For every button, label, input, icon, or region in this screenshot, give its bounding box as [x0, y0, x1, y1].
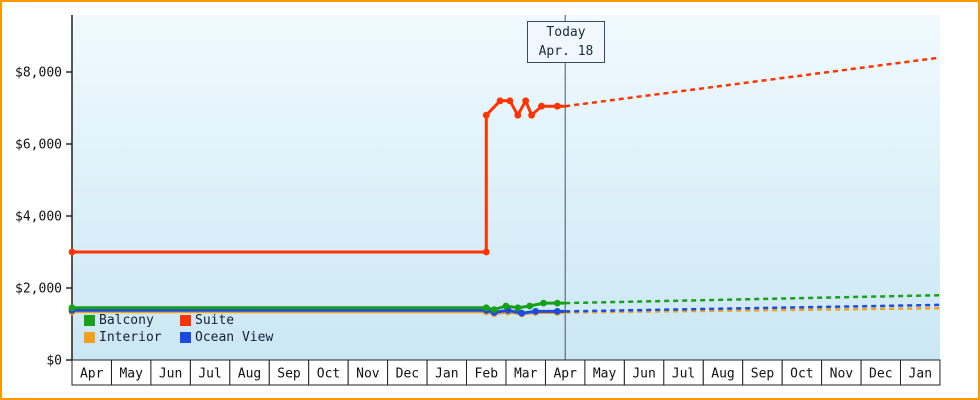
- balcony-swatch-icon: [84, 315, 95, 326]
- x-axis-month-label: Dec: [869, 367, 892, 382]
- x-axis-month-label: Apr: [553, 367, 577, 382]
- x-axis-month-label: Apr: [80, 367, 104, 382]
- x-axis-month-cell: [900, 359, 941, 386]
- x-axis-month-label: Mar: [514, 367, 538, 382]
- suite-data-point: [553, 102, 561, 110]
- interior-swatch-icon: [84, 332, 95, 343]
- legend-label-suite: Suite: [195, 313, 235, 328]
- legend-label-ocean-view: Ocean View: [195, 330, 274, 345]
- x-axis-month-cell: [268, 359, 310, 386]
- balcony-data-point: [490, 306, 498, 313]
- balcony-data-point: [526, 302, 534, 310]
- x-axis-month-label: Sep: [277, 367, 301, 382]
- x-axis-month-cell: [623, 359, 665, 386]
- y-axis-tick-label: $2,000: [15, 282, 62, 297]
- legend-row-1: Balcony Suite: [84, 312, 276, 329]
- suite-data-point: [538, 102, 545, 110]
- x-axis-month-label: Jun: [632, 367, 655, 382]
- x-axis-month-cell: [71, 359, 112, 386]
- legend-item-interior: Interior: [84, 330, 180, 345]
- x-axis-month-cell: [742, 359, 783, 386]
- balcony-data-point: [482, 304, 490, 312]
- x-axis-month-label: Jul: [672, 367, 695, 382]
- x-axis-month-cell: [584, 359, 625, 386]
- legend-item-ocean-view: Ocean View: [180, 330, 276, 345]
- x-axis-month-label: May: [119, 367, 143, 382]
- suite-data-point: [522, 97, 530, 105]
- today-label-line2: Apr. 18: [538, 44, 594, 59]
- x-axis-month-label: Oct: [317, 367, 340, 382]
- legend-item-balcony: Balcony: [84, 313, 180, 328]
- suite-data-point: [482, 111, 490, 119]
- chart-legend: Balcony Suite Interior Ocean View: [84, 312, 276, 346]
- x-axis-month-cell: [150, 359, 191, 386]
- suite-data-point: [68, 248, 76, 256]
- ocean-view-data-point: [532, 308, 539, 315]
- legend-label-balcony: Balcony: [99, 313, 154, 328]
- x-axis-month-label: Nov: [830, 367, 854, 382]
- suite-history-line: [72, 99, 566, 254]
- today-label-line1: Today: [546, 25, 586, 40]
- x-axis-month-label: Jun: [159, 367, 182, 382]
- legend-label-interior: Interior: [99, 330, 162, 345]
- x-axis-month-cell: [821, 359, 862, 386]
- suite-data-point: [528, 111, 535, 119]
- x-axis-month-cell: [347, 359, 389, 386]
- x-axis-month-cell: [545, 359, 586, 386]
- y-axis-tick-label: $0: [46, 354, 62, 369]
- ocean-view-data-point: [553, 308, 561, 315]
- suite-data-point: [496, 97, 504, 105]
- plot-area: [72, 15, 940, 360]
- x-axis-month-label: Nov: [356, 367, 380, 382]
- x-axis-month-cell: [781, 359, 823, 386]
- x-axis-month-label: Jan: [909, 367, 932, 382]
- legend-row-2: Interior Ocean View: [84, 329, 276, 346]
- balcony-data-point: [68, 304, 76, 312]
- suite-data-point: [506, 97, 514, 105]
- legend-item-suite: Suite: [180, 313, 276, 328]
- suite-data-point: [514, 111, 522, 119]
- suite-swatch-icon: [180, 315, 191, 326]
- y-axis-tick-label: $6,000: [15, 138, 62, 153]
- x-axis-month-label: Jul: [198, 367, 221, 382]
- x-axis-month-cell: [111, 359, 152, 386]
- y-axis-tick-label: $4,000: [15, 210, 62, 225]
- x-axis-month-label: Sep: [751, 367, 775, 382]
- x-axis-month-label: Aug: [238, 367, 261, 382]
- x-axis-month-cell: [702, 359, 744, 386]
- x-axis-month-label: Feb: [475, 367, 499, 382]
- x-axis-month-label: Jan: [435, 367, 458, 382]
- balcony-data-point: [553, 299, 561, 307]
- x-axis-month-label: Oct: [790, 367, 813, 382]
- suite-data-point: [482, 248, 490, 256]
- balcony-data-point: [502, 302, 510, 310]
- balcony-data-point: [514, 304, 522, 312]
- x-axis-month-cell: [426, 359, 468, 386]
- x-axis-month-label: May: [593, 367, 617, 382]
- today-label-box: Today Apr. 18: [527, 21, 605, 63]
- x-axis-month-label: Dec: [396, 367, 419, 382]
- ocean-view-data-point: [518, 309, 526, 317]
- balcony-data-point: [540, 299, 547, 307]
- y-axis-tick-label: $8,000: [15, 66, 62, 81]
- x-axis-month-label: Aug: [711, 367, 734, 382]
- x-axis-month-cell: [308, 359, 349, 386]
- x-axis-month-cell: [466, 359, 507, 386]
- ocean-view-swatch-icon: [180, 332, 191, 343]
- x-axis-month-cell: [505, 359, 546, 386]
